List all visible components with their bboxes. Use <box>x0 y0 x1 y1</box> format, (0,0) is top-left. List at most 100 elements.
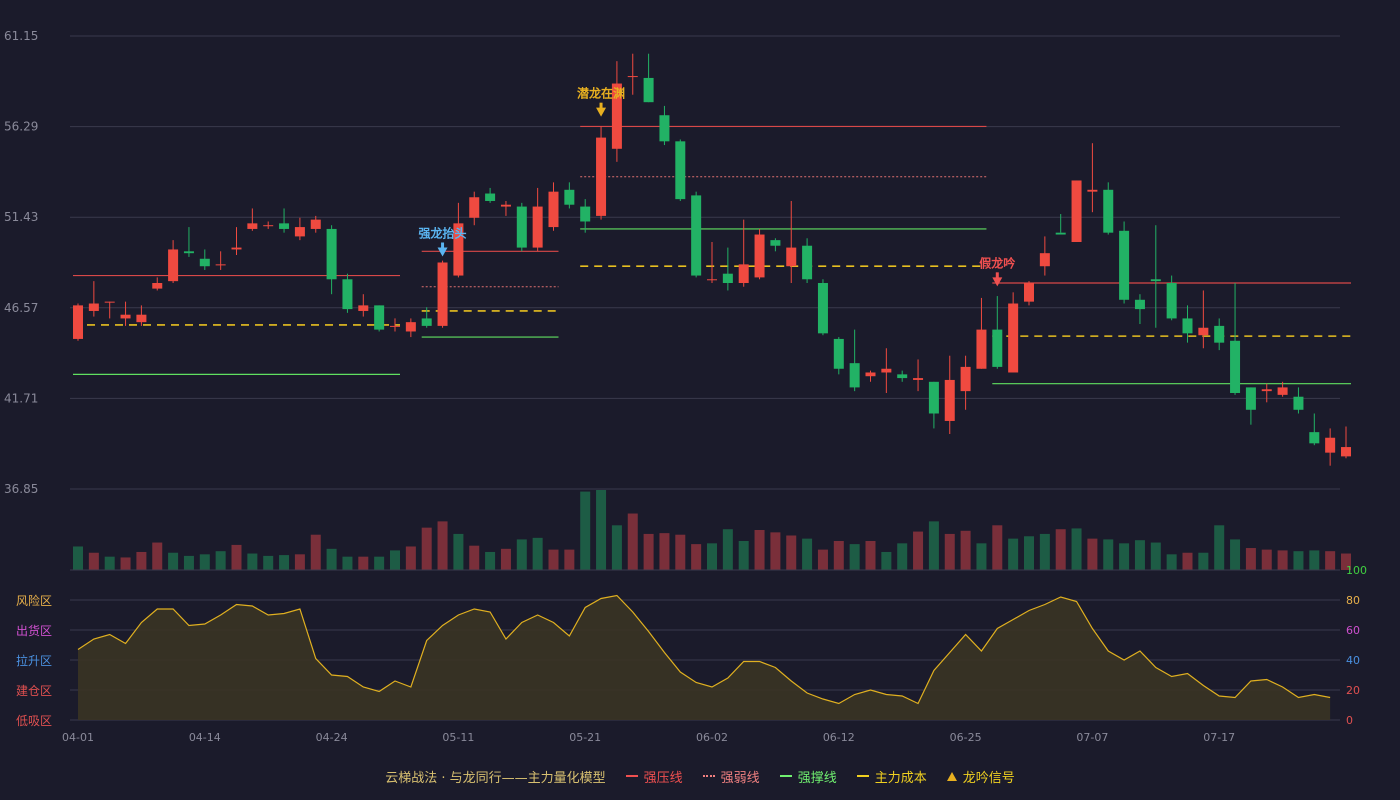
date-tick-label: 04-01 <box>62 731 94 744</box>
arrow-down-icon <box>596 107 607 117</box>
price-tick-label: 61.15 <box>4 29 38 43</box>
candlesticks <box>73 53 1351 466</box>
legend-swatch-resist <box>625 775 638 777</box>
candle-body <box>627 76 638 78</box>
candle-body <box>104 301 115 303</box>
volume-bar <box>1245 548 1256 570</box>
candle-body <box>136 314 147 323</box>
candle-body <box>1087 189 1098 192</box>
volume-bar <box>199 554 210 570</box>
candle <box>1230 283 1241 395</box>
volume-bar <box>247 553 258 570</box>
candle-body <box>1230 340 1241 393</box>
candle-body <box>611 83 622 149</box>
volume-bar <box>817 549 828 570</box>
candle <box>374 305 385 332</box>
date-tick-label: 06-25 <box>950 731 982 744</box>
volume-bar <box>405 546 416 570</box>
volume-bar <box>1277 550 1288 570</box>
candle <box>88 281 99 317</box>
legend-item-resist[interactable]: 强压线 <box>625 767 683 786</box>
candle <box>279 208 290 233</box>
candle-body <box>326 228 337 280</box>
volume-bar <box>168 552 179 570</box>
volume-bars <box>73 490 1351 570</box>
candle-body <box>722 273 733 284</box>
candle <box>1261 383 1272 403</box>
triangle-icon <box>946 771 957 781</box>
volume-bar <box>897 543 908 570</box>
candle <box>865 370 876 382</box>
legend-label-cost: 主力成本 <box>874 770 927 786</box>
legend-swatch-support <box>779 775 792 777</box>
volume-bar <box>802 538 813 570</box>
candle-body <box>1134 299 1145 310</box>
indicator-tick-label: 40 <box>1346 654 1360 667</box>
candle <box>770 238 781 252</box>
volume-bar <box>374 556 385 570</box>
candle-body <box>374 305 385 330</box>
candle-body <box>659 115 670 142</box>
candle <box>1341 426 1351 459</box>
candle-body <box>881 368 892 373</box>
volume-bar <box>120 557 131 570</box>
candle <box>294 217 305 241</box>
candle-body <box>1150 279 1161 282</box>
candle <box>564 182 575 209</box>
candle <box>1103 182 1114 235</box>
candle-body <box>802 245 813 280</box>
date-tick-label: 07-17 <box>1203 731 1235 744</box>
legend-label-weak: 强弱线 <box>720 770 760 786</box>
candle-body <box>849 363 860 388</box>
candle-body <box>1166 283 1177 319</box>
candle <box>421 307 432 328</box>
legend-label-support: 强撑线 <box>797 770 837 786</box>
volume-bar <box>659 533 670 570</box>
candle <box>802 238 813 284</box>
legend-item-signal[interactable]: 龙吟信号 <box>946 767 1015 786</box>
zone-label: 低吸区 <box>16 714 52 728</box>
legend-item-cost[interactable]: 主力成本 <box>856 767 927 786</box>
volume-bar <box>73 546 83 570</box>
candle-body <box>770 240 781 246</box>
legend-item-support[interactable]: 强撑线 <box>779 767 837 786</box>
candle <box>643 53 654 103</box>
candle <box>675 139 686 201</box>
volume-bar <box>1325 551 1336 570</box>
candle-body <box>992 329 1003 367</box>
volume-bar <box>1293 551 1304 570</box>
candle <box>1182 305 1193 343</box>
volume-bar <box>833 540 844 570</box>
candle <box>1087 143 1098 213</box>
candle <box>1119 221 1130 304</box>
volume-bar <box>865 540 876 570</box>
candle-body <box>485 193 496 201</box>
candle <box>1245 387 1256 425</box>
candle-body <box>1309 432 1320 444</box>
candle <box>1150 225 1161 328</box>
legend-item-weak[interactable]: 强弱线 <box>702 767 760 786</box>
candle <box>247 208 258 231</box>
candle <box>944 355 955 435</box>
date-tick-label: 05-21 <box>569 731 601 744</box>
candle-body <box>437 262 448 326</box>
date-tick-label: 07-07 <box>1076 731 1108 744</box>
candle <box>358 294 369 317</box>
candle-body <box>643 77 654 103</box>
price-grid: 61.15 56.29 51.43 46.57 41.71 36.85 <box>4 29 1340 496</box>
candle <box>722 247 733 291</box>
volume-bar <box>453 533 464 570</box>
candle <box>1008 292 1019 373</box>
candle-body <box>199 258 210 267</box>
candle-body <box>231 247 242 250</box>
volume-bar <box>1008 538 1019 570</box>
candle-body <box>548 191 559 228</box>
candle-body <box>453 223 464 276</box>
chart-legend: 云梯战法 · 与龙同行——主力量化模型 强压线 强弱线 强撑线 主力成本 龙吟信… <box>0 764 1400 788</box>
candle-body <box>1039 253 1050 267</box>
candle <box>1293 387 1304 414</box>
zone-label: 拉升区 <box>16 653 52 668</box>
volume-bar <box>580 491 591 570</box>
price-tick-label: 36.85 <box>4 482 38 496</box>
candle-body <box>183 251 194 254</box>
